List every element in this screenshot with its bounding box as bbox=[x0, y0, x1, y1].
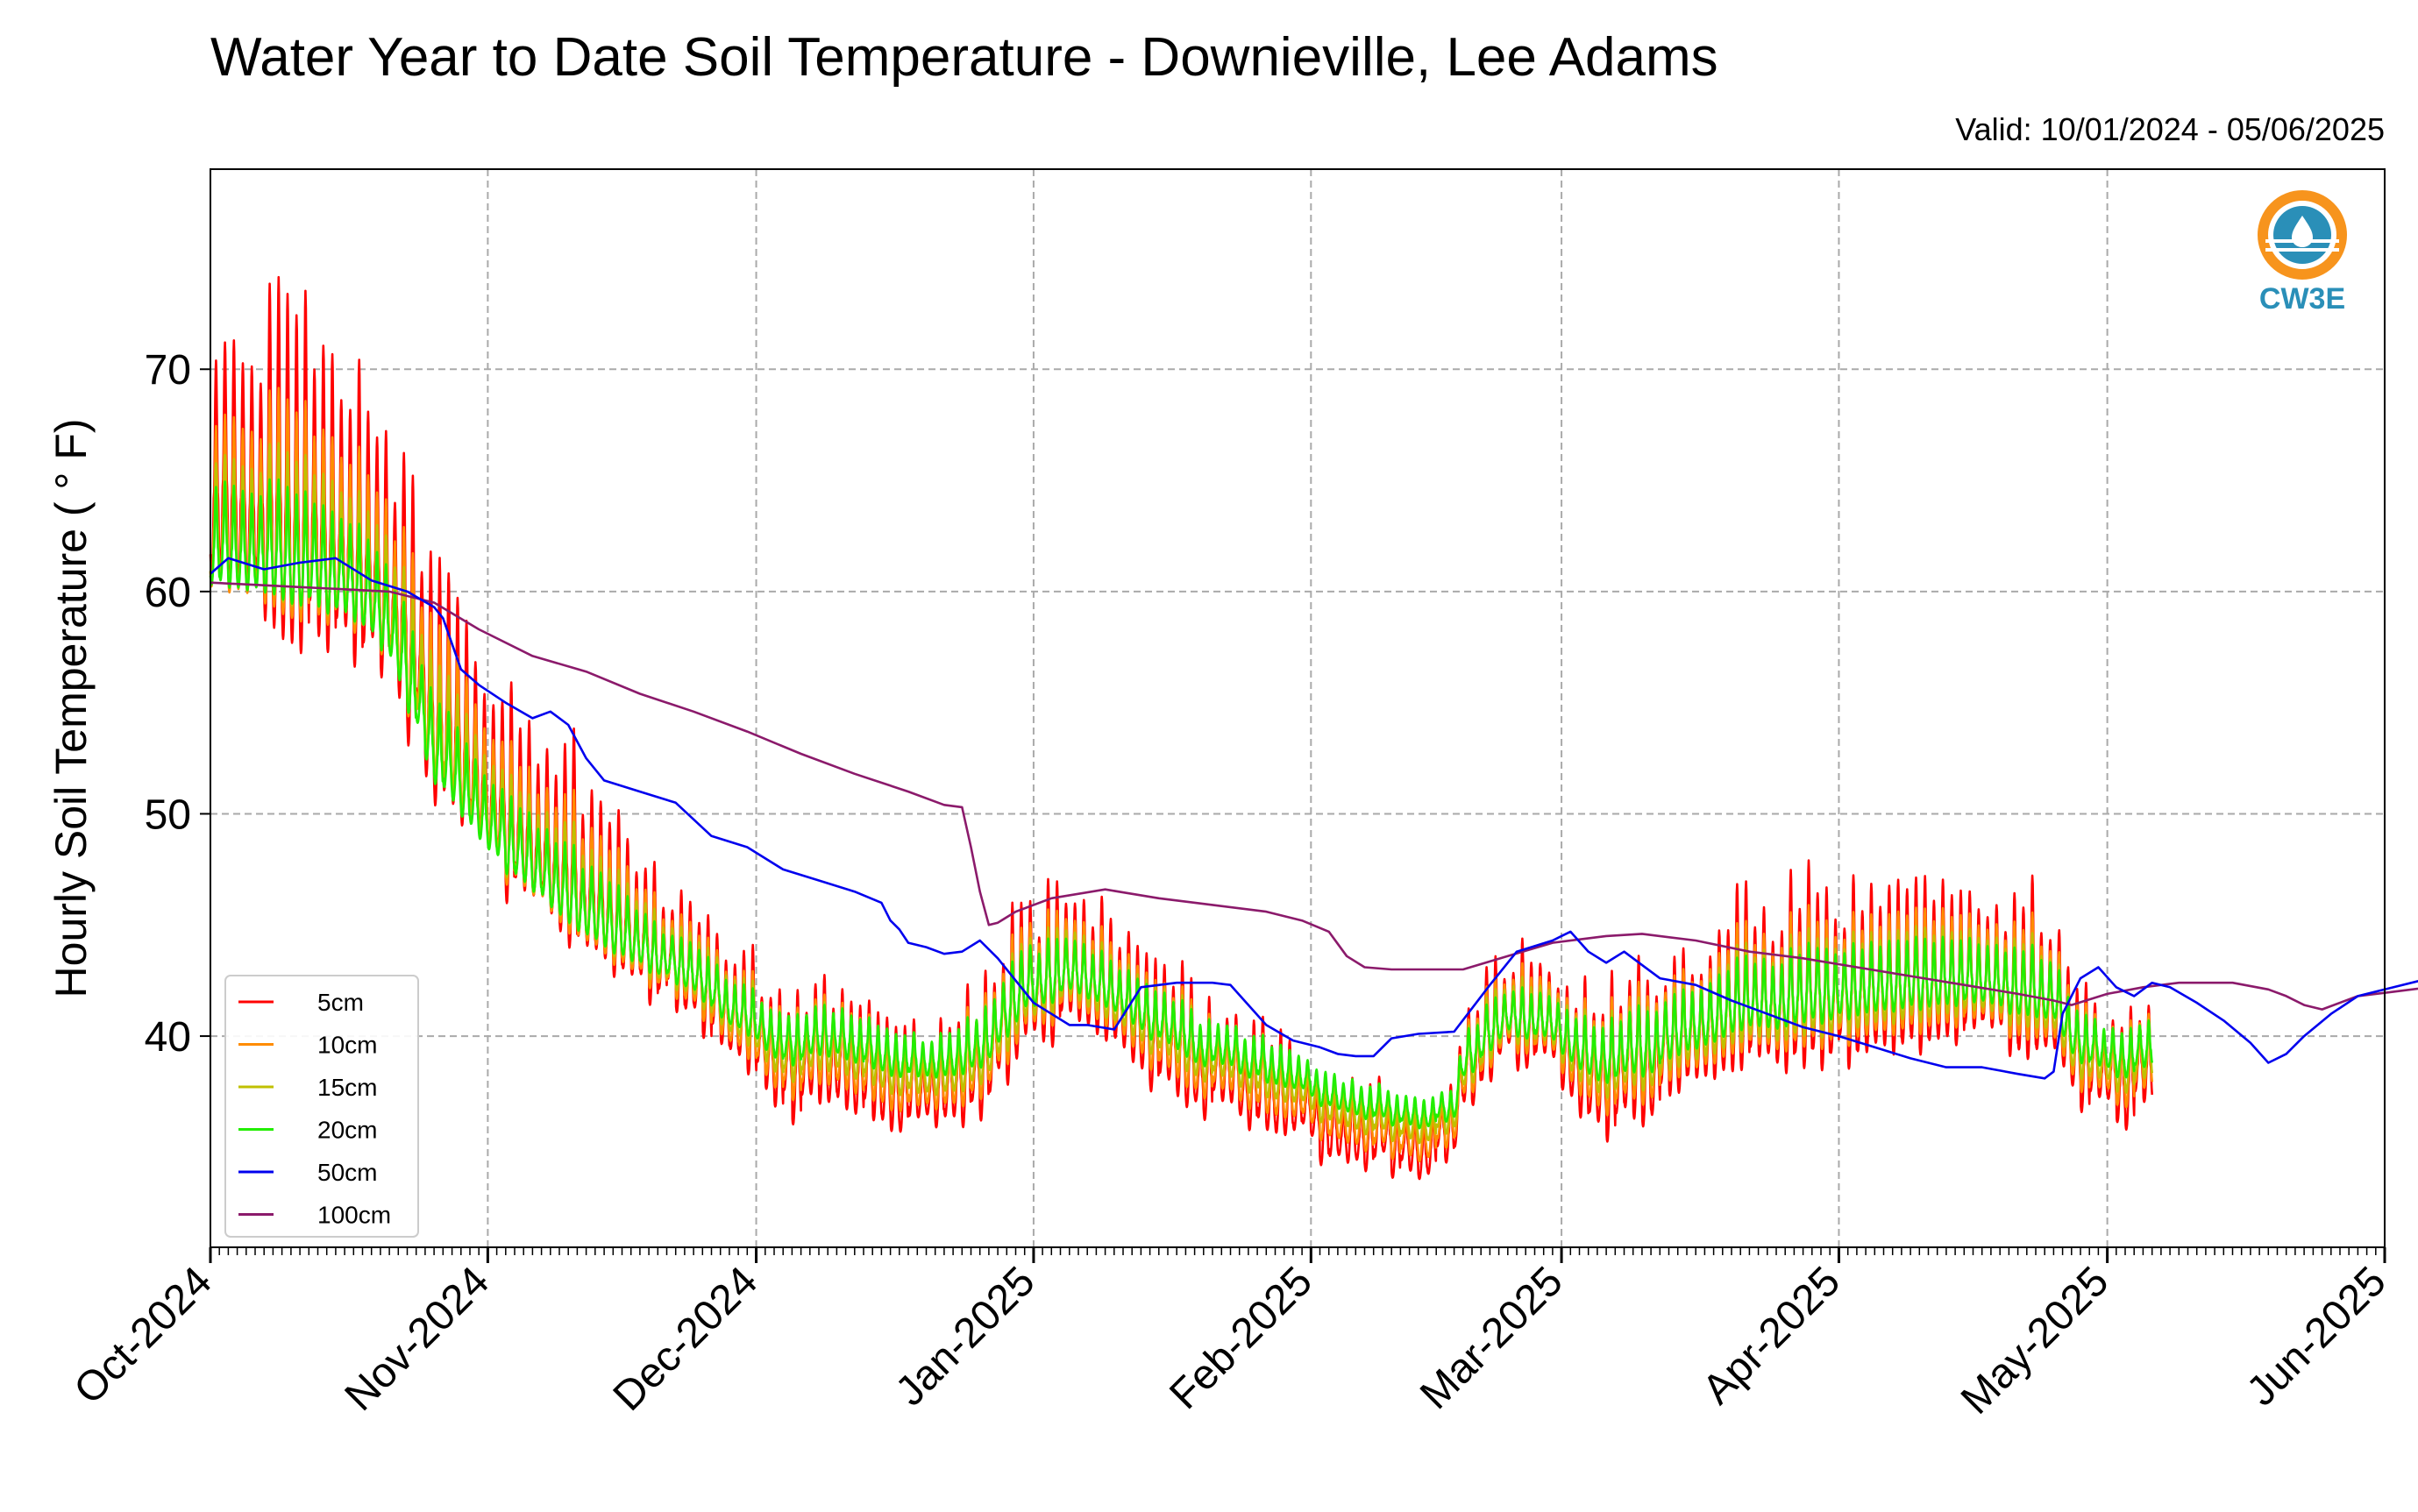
legend: 5cm 10cm 15cm 20cm 50cm 100cm bbox=[224, 975, 419, 1238]
legend-label-10cm: 10cm bbox=[317, 1032, 377, 1059]
cw3e-logo: CW3E bbox=[2258, 190, 2347, 316]
y-tick-label: 50 bbox=[145, 791, 191, 838]
y-tick-label: 70 bbox=[145, 347, 191, 394]
y-axis-label: Hourly Soil Temperature ( ° F) bbox=[46, 419, 96, 998]
y-tick-label: 40 bbox=[145, 1014, 191, 1061]
x-tick-label: Oct-2024 bbox=[66, 1258, 221, 1413]
x-tick-label: Apr-2025 bbox=[1694, 1258, 1849, 1413]
legend-label-20cm: 20cm bbox=[317, 1117, 377, 1144]
legend-label-50cm: 50cm bbox=[317, 1159, 377, 1186]
chart-title: Water Year to Date Soil Temperature - Do… bbox=[210, 27, 1718, 88]
valid-date-range: Valid: 10/01/2024 - 05/06/2025 bbox=[1955, 111, 2385, 147]
tick-labels: 40 50 60 70 Oct-2024 Nov-2024 Dec-2024 Jan-2025… bbox=[66, 347, 2395, 1423]
x-minor-ticks bbox=[218, 1247, 2377, 1255]
series-line-20cm bbox=[209, 478, 2153, 1130]
plot-frame bbox=[210, 168, 2386, 1248]
series-layer bbox=[209, 275, 2418, 1181]
x-tick-label: Nov-2024 bbox=[337, 1258, 499, 1420]
logo-text: CW3E bbox=[2259, 282, 2345, 316]
series-line-50cm bbox=[210, 557, 2418, 1080]
legend-label-15cm: 15cm bbox=[317, 1074, 377, 1101]
series-line-100cm bbox=[210, 581, 2418, 1011]
axis-ticks bbox=[200, 368, 2386, 1263]
x-tick-label: Jun-2025 bbox=[2238, 1258, 2395, 1415]
y-tick-label: 60 bbox=[145, 570, 191, 616]
grid bbox=[210, 169, 2385, 1247]
x-tick-label: May-2025 bbox=[1952, 1258, 2117, 1423]
x-tick-label: Mar-2025 bbox=[1412, 1258, 1572, 1418]
x-tick-label: Jan-2025 bbox=[887, 1258, 1044, 1415]
logo-ring-icon bbox=[2258, 190, 2347, 280]
legend-label-5cm: 5cm bbox=[317, 989, 364, 1016]
logo-drop-icon bbox=[2292, 216, 2313, 247]
x-tick-label: Dec-2024 bbox=[605, 1258, 767, 1420]
x-tick-label: Feb-2025 bbox=[1161, 1258, 1321, 1418]
logo-wave-icon bbox=[2265, 248, 2339, 252]
legend-label-100cm: 100cm bbox=[317, 1202, 391, 1229]
